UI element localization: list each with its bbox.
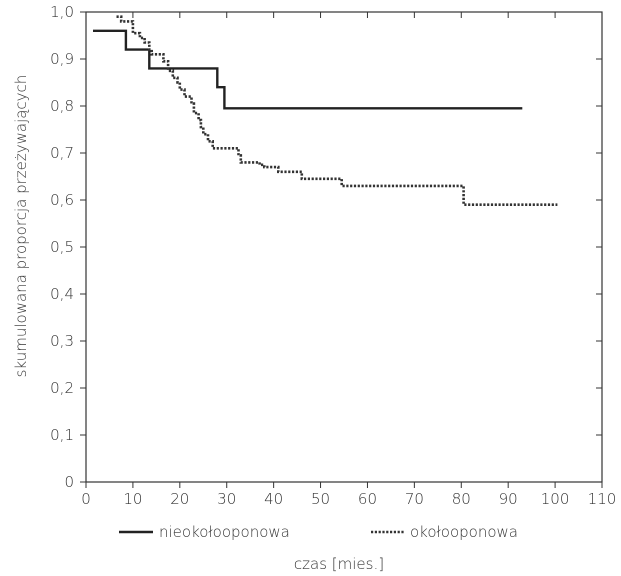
y-tick-label: 1,0 <box>50 3 74 21</box>
x-tick-label: 80 <box>452 490 471 508</box>
y-axis-title: skumulowana proporcja przeżywających <box>12 75 30 378</box>
x-tick-label: 110 <box>588 490 617 508</box>
x-tick-label: 60 <box>358 490 377 508</box>
y-tick-label: 0,7 <box>50 144 74 162</box>
y-tick-label: 0,8 <box>50 97 74 115</box>
x-axis-title: czas [mies.] <box>294 555 384 573</box>
y-tick-label: 0,1 <box>50 426 74 444</box>
x-tick-label: 100 <box>541 490 570 508</box>
series-line-nieokolooponowa <box>93 29 523 110</box>
legend-label-nieokolooponowa: nieokołooponowa <box>159 523 290 541</box>
axis-tick-labels: 0 10 20 30 40 50 60 70 80 90 100 110 0 0,1 0,2 0,3 0,4 0,… <box>50 3 616 508</box>
x-tick-label: 50 <box>311 490 330 508</box>
x-tick-label: 30 <box>217 490 236 508</box>
y-tick-label: 0,4 <box>50 285 74 303</box>
y-tick-label: 0,9 <box>50 50 74 68</box>
x-tick-label: 40 <box>264 490 283 508</box>
y-tick-label: 0 <box>64 473 74 491</box>
legend: nieokołooponowa okołooponowa <box>119 523 518 541</box>
x-tick-label: 0 <box>81 490 91 508</box>
series-group <box>93 15 558 206</box>
y-tick-label: 0,2 <box>50 379 74 397</box>
legend-label-okolooponowa: okołooponowa <box>410 523 518 541</box>
y-tick-label: 0,3 <box>50 332 74 350</box>
x-tick-label: 90 <box>499 490 518 508</box>
x-tick-label: 20 <box>170 490 189 508</box>
axis-ticks <box>80 11 603 488</box>
plot-frame <box>85 11 603 483</box>
y-tick-label: 0,6 <box>50 191 74 209</box>
series-line-okolooponowa <box>116 15 558 206</box>
x-tick-label: 10 <box>123 490 142 508</box>
x-tick-label: 70 <box>405 490 424 508</box>
y-tick-label: 0,5 <box>50 238 74 256</box>
